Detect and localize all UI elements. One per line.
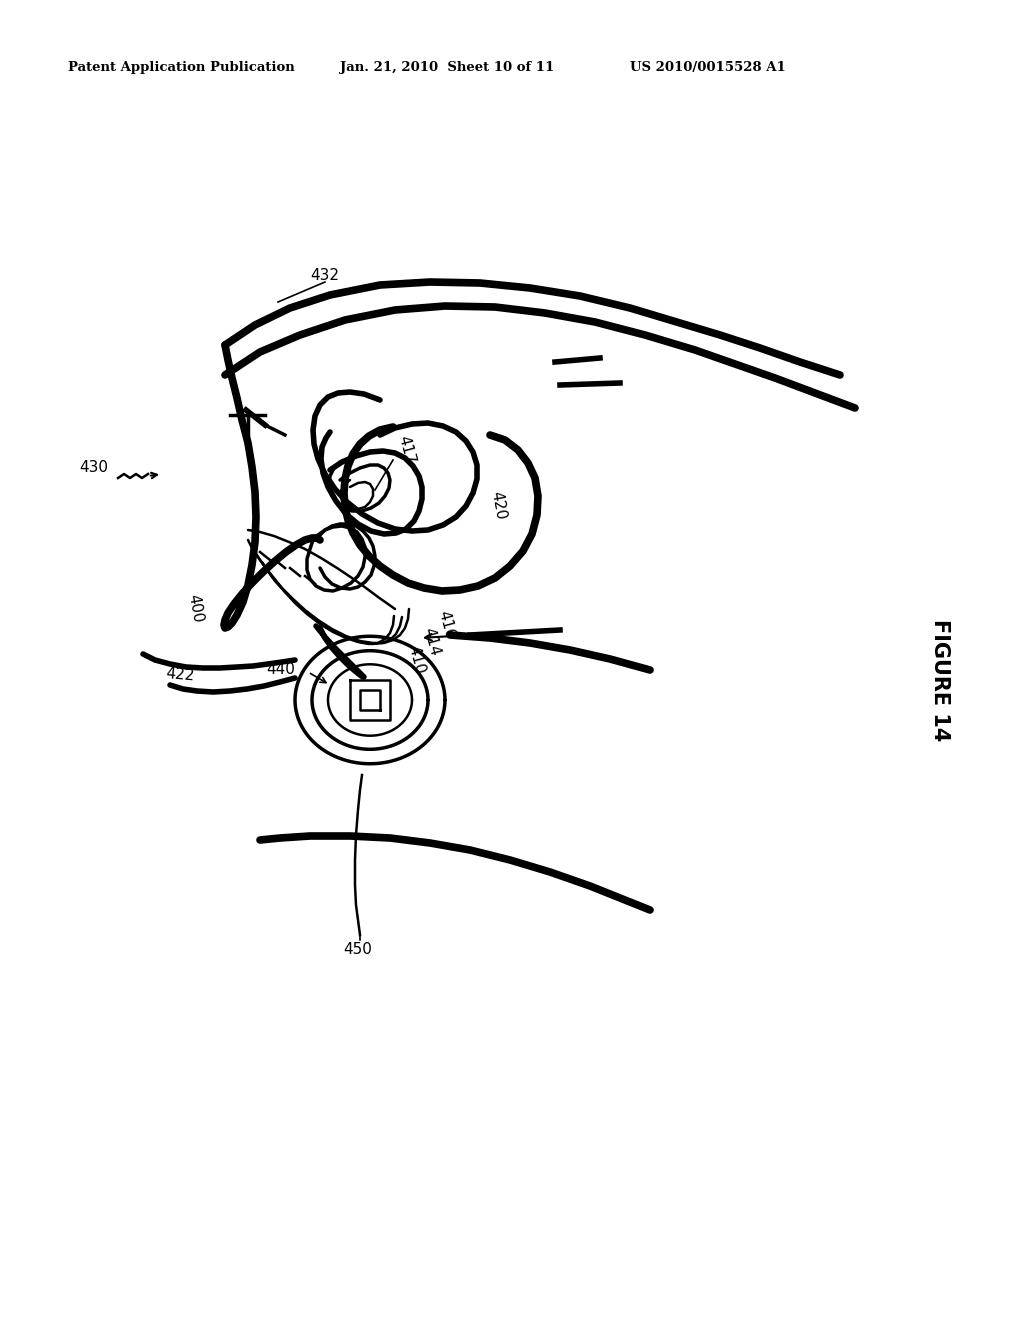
Text: 417: 417 — [395, 434, 417, 466]
Text: 414: 414 — [420, 626, 442, 657]
Text: 432: 432 — [310, 268, 340, 282]
Text: 440: 440 — [266, 663, 295, 677]
Text: Patent Application Publication: Patent Application Publication — [68, 62, 295, 74]
Text: 422: 422 — [165, 667, 195, 684]
Text: 430: 430 — [79, 461, 108, 475]
Text: FIGURE 14: FIGURE 14 — [930, 619, 950, 742]
Text: 410: 410 — [406, 644, 427, 676]
Text: Jan. 21, 2010  Sheet 10 of 11: Jan. 21, 2010 Sheet 10 of 11 — [340, 62, 554, 74]
Text: 420: 420 — [488, 490, 508, 520]
Text: US 2010/0015528 A1: US 2010/0015528 A1 — [630, 62, 785, 74]
Text: 400: 400 — [185, 593, 205, 623]
Text: 450: 450 — [344, 942, 373, 957]
Text: 416: 416 — [435, 609, 457, 642]
